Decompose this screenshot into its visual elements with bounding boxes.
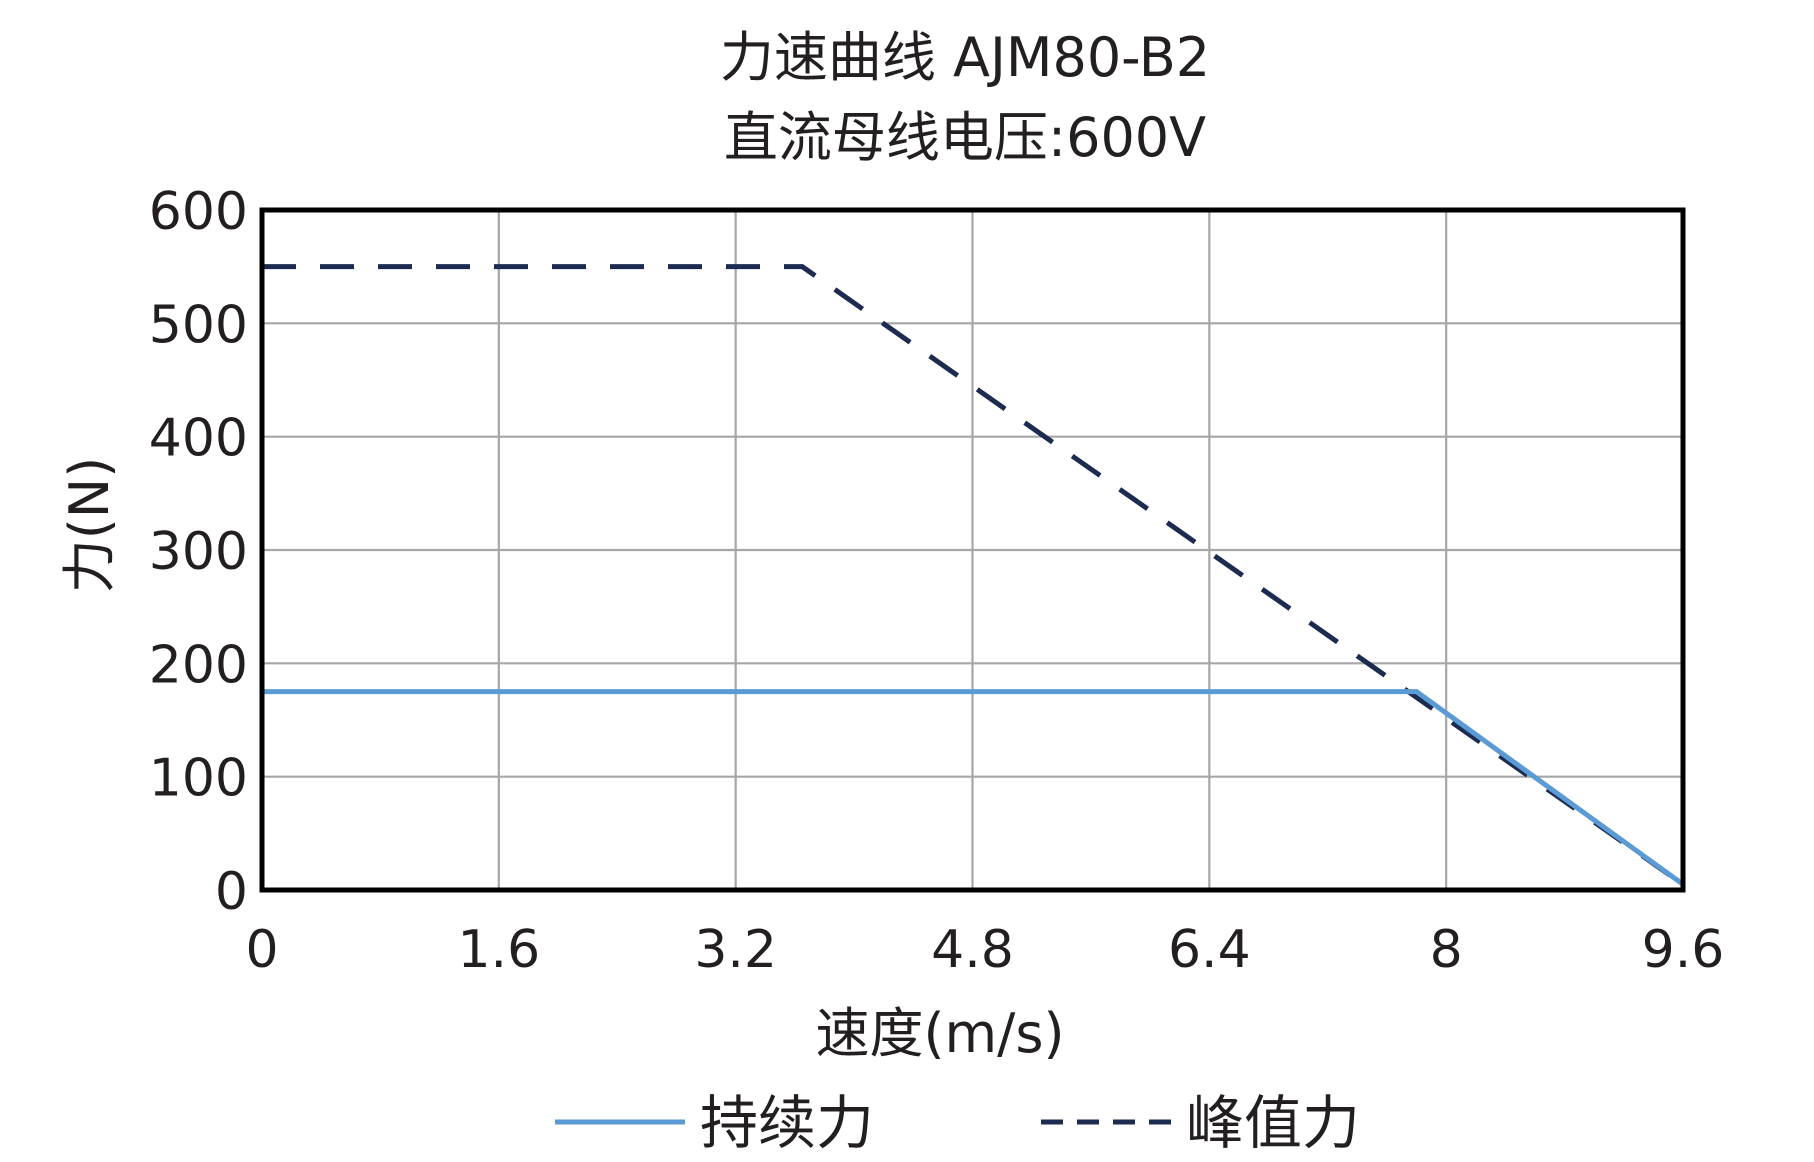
x-tick-label-0: 0	[245, 920, 278, 980]
y-tick-label-1: 100	[149, 749, 248, 809]
series-layer	[262, 264, 1685, 887]
grid-lines	[260, 208, 1685, 892]
x-tick-label-3: 4.8	[931, 920, 1014, 980]
y-tick-label-4: 400	[149, 409, 248, 469]
x-tick-label-1: 1.6	[457, 920, 540, 980]
legend: 持续力 峰值力	[555, 1089, 1360, 1157]
y-axis-label: 力(N)	[58, 457, 121, 594]
series-line-continuous-force	[262, 689, 1685, 887]
chart-subtitle: 直流母线电压:600V	[724, 106, 1206, 169]
series-line-peak-force	[262, 264, 1685, 887]
x-tick-label-6: 9.6	[1642, 920, 1725, 980]
y-tick-label-6: 600	[149, 182, 248, 242]
y-tick-label-5: 500	[149, 295, 248, 355]
x-axis-label: 速度(m/s)	[815, 1002, 1064, 1065]
x-tick-labels: 0 1.6 3.2 4.8 6.4 8 9.6	[245, 920, 1724, 980]
plot-frame	[259, 207, 1686, 893]
y-tick-labels: 0 100 200 300 400 500 600	[149, 182, 248, 922]
x-tick-label-5: 8	[1430, 920, 1463, 980]
legend-label-1: 峰值力	[1186, 1089, 1360, 1157]
y-tick-label-3: 300	[149, 522, 248, 582]
legend-label-0: 持续力	[700, 1089, 874, 1157]
y-tick-label-0: 0	[215, 862, 248, 922]
x-tick-label-2: 3.2	[694, 920, 777, 980]
y-tick-label-2: 200	[149, 635, 248, 695]
x-tick-label-4: 6.4	[1168, 920, 1251, 980]
chart-title: 力速曲线 AJM80-B2	[720, 26, 1210, 89]
